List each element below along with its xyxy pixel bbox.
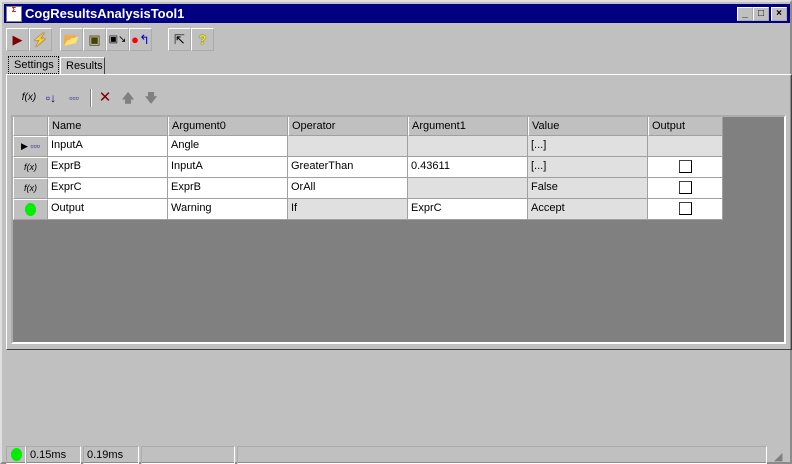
folder-open-icon: 📂 bbox=[63, 31, 80, 47]
select-tool-button[interactable]: ⇱ bbox=[168, 28, 191, 51]
floppy-icon: ▣ bbox=[88, 31, 101, 47]
output-checkbox[interactable] bbox=[678, 202, 692, 215]
cell-value[interactable]: Accept bbox=[528, 199, 648, 220]
save-as-icon: ▣↘ bbox=[108, 34, 127, 45]
run-button[interactable]: ▶ bbox=[6, 28, 29, 51]
help-button[interactable]: ? bbox=[191, 28, 214, 51]
cell-output bbox=[648, 199, 723, 220]
row-header[interactable]: f(x) bbox=[13, 178, 48, 199]
cell-argument0[interactable]: ExprB bbox=[168, 178, 288, 199]
input-array-icon: ▫▫▫ bbox=[30, 141, 40, 151]
add-input-icon: ▫↓ bbox=[45, 91, 57, 105]
pointer-icon: ⇱ bbox=[174, 31, 185, 47]
status-pane-4 bbox=[237, 446, 767, 464]
cell-name[interactable]: Output bbox=[48, 199, 168, 220]
status-time-1: 0.15ms bbox=[26, 446, 81, 464]
input-array-icon: ▫▫▫ bbox=[69, 93, 79, 103]
column-header-operator[interactable]: Operator bbox=[288, 117, 408, 136]
resize-grip-icon[interactable]: ◢ bbox=[774, 451, 783, 463]
column-header-argument1[interactable]: Argument1 bbox=[408, 117, 528, 136]
cell-value[interactable]: [...] bbox=[528, 136, 648, 157]
tab-results[interactable]: Results bbox=[60, 57, 105, 75]
cell-name[interactable]: ExprB bbox=[48, 157, 168, 178]
move-up-button[interactable]: 🡅 bbox=[119, 89, 137, 107]
cell-output bbox=[648, 136, 723, 157]
help-icon: ? bbox=[198, 32, 207, 47]
save-button[interactable]: ▣ bbox=[83, 28, 106, 51]
column-header-output[interactable]: Output bbox=[648, 117, 723, 136]
cell-operator[interactable] bbox=[288, 136, 408, 157]
cell-operator[interactable]: OrAll bbox=[288, 178, 408, 199]
cell-argument1[interactable] bbox=[408, 178, 528, 199]
reset-button[interactable]: ●↰ bbox=[129, 28, 152, 51]
cell-argument1[interactable]: 0.43611 bbox=[408, 157, 528, 178]
expression-grid[interactable]: Name Argument0 Operator Argument1 Value … bbox=[11, 115, 786, 344]
row-header[interactable] bbox=[13, 199, 48, 220]
cell-operator[interactable]: GreaterThan bbox=[288, 157, 408, 178]
arrow-up-icon: 🡅 bbox=[121, 91, 135, 105]
cell-argument0[interactable]: Angle bbox=[168, 136, 288, 157]
save-as-button[interactable]: ▣↘ bbox=[106, 28, 129, 51]
green-status-icon bbox=[25, 203, 36, 216]
cell-output bbox=[648, 157, 723, 178]
add-input-array-button[interactable]: ▫▫▫ bbox=[65, 89, 83, 107]
add-expression-icon: f(x) bbox=[21, 92, 37, 103]
maximize-button[interactable]: □ bbox=[753, 7, 769, 21]
green-status-icon bbox=[10, 448, 22, 461]
move-down-button[interactable]: 🡇 bbox=[142, 89, 160, 107]
cell-name[interactable]: InputA bbox=[48, 136, 168, 157]
column-header-name[interactable]: Name bbox=[48, 117, 168, 136]
tab-settings[interactable]: Settings bbox=[8, 56, 59, 74]
arrow-down-icon: 🡇 bbox=[144, 91, 158, 105]
column-header-argument0[interactable]: Argument0 bbox=[168, 117, 288, 136]
output-checkbox[interactable] bbox=[678, 181, 692, 194]
cell-argument0[interactable]: Warning bbox=[168, 199, 288, 220]
output-checkbox[interactable] bbox=[678, 160, 692, 173]
reset-icon: ●↰ bbox=[131, 31, 150, 47]
delete-icon: ✕ bbox=[98, 89, 112, 106]
add-input-button[interactable]: ▫↓ bbox=[42, 89, 60, 107]
cell-argument1[interactable] bbox=[408, 136, 528, 157]
status-pane-3 bbox=[141, 446, 235, 464]
title-bar: Σ CogResultsAnalysisTool1 _ □ × bbox=[4, 4, 790, 23]
add-expression-button[interactable]: f(x) bbox=[20, 89, 38, 107]
cell-value[interactable]: False bbox=[528, 178, 648, 199]
cell-name[interactable]: ExprC bbox=[48, 178, 168, 199]
lightning-icon: ⚡ bbox=[32, 31, 49, 47]
app-icon: Σ bbox=[6, 5, 22, 22]
grid-corner bbox=[13, 117, 48, 136]
row-header[interactable]: ▶ ▫▫▫ bbox=[13, 136, 48, 157]
minimize-button[interactable]: _ bbox=[737, 7, 753, 21]
cell-operator[interactable]: If bbox=[288, 199, 408, 220]
selected-row-arrow-icon: ▶ bbox=[20, 141, 28, 151]
open-button[interactable]: 📂 bbox=[60, 28, 83, 51]
cell-argument0[interactable]: InputA bbox=[168, 157, 288, 178]
cell-argument1[interactable]: ExprC bbox=[408, 199, 528, 220]
cell-output bbox=[648, 178, 723, 199]
status-time-2: 0.19ms bbox=[83, 446, 139, 464]
delete-button[interactable]: ✕ bbox=[96, 89, 114, 107]
status-indicator bbox=[6, 446, 26, 464]
window-title: CogResultsAnalysisTool1 bbox=[25, 6, 185, 21]
close-button[interactable]: × bbox=[771, 7, 787, 21]
row-header[interactable]: f(x) bbox=[13, 157, 48, 178]
run-continuous-button[interactable]: ⚡ bbox=[29, 28, 52, 51]
column-header-value[interactable]: Value bbox=[528, 117, 648, 136]
toolbar-separator bbox=[90, 89, 92, 107]
run-icon: ▶ bbox=[12, 31, 23, 47]
cell-value[interactable]: [...] bbox=[528, 157, 648, 178]
